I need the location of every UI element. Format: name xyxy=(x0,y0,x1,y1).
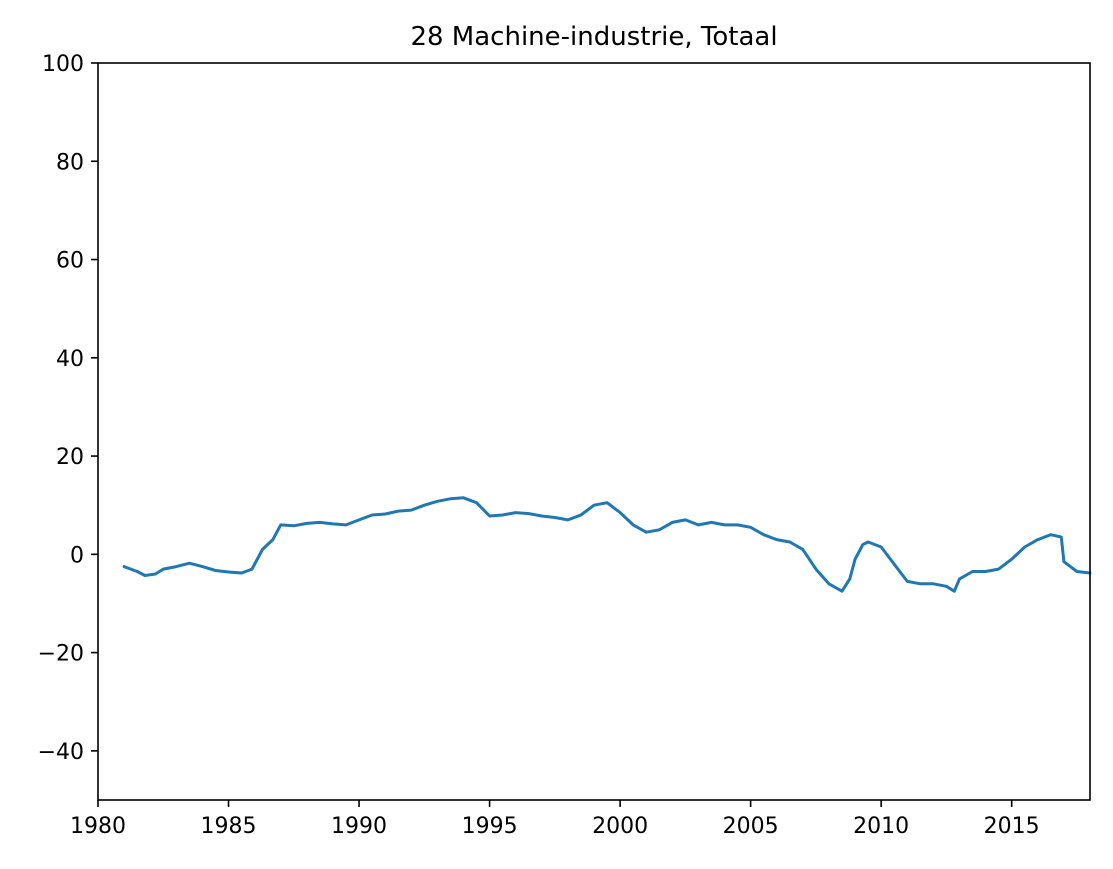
y-tick-label: 80 xyxy=(56,150,84,175)
y-tick-label: 60 xyxy=(56,249,84,274)
y-tick-label: 0 xyxy=(70,543,84,568)
y-tick-label: 40 xyxy=(56,347,84,372)
x-axis: 1980 1985 1990 1995 2000 2005 2010 2015 xyxy=(70,800,1040,839)
y-tick-label: −20 xyxy=(38,642,84,667)
series-layer xyxy=(122,496,1092,593)
y-tick-label: 100 xyxy=(42,52,84,77)
x-tick-label: 1990 xyxy=(331,814,387,839)
y-axis: −40 −20 0 20 40 60 80 100 xyxy=(38,52,98,765)
series-line-0 xyxy=(122,496,1092,593)
y-tick-label: −40 xyxy=(38,740,84,765)
chart-title: 28 Machine-industrie, Totaal xyxy=(410,22,777,52)
x-tick-label: 1985 xyxy=(201,814,257,839)
x-tick-label: 2000 xyxy=(592,814,648,839)
x-tick-label: 2010 xyxy=(853,814,909,839)
x-tick-label: 1995 xyxy=(462,814,518,839)
plot-frame xyxy=(97,62,1091,801)
x-tick-label: 1980 xyxy=(70,814,126,839)
x-tick-label: 2015 xyxy=(984,814,1040,839)
y-tick-label: 20 xyxy=(56,445,84,470)
x-tick-label: 2005 xyxy=(723,814,779,839)
